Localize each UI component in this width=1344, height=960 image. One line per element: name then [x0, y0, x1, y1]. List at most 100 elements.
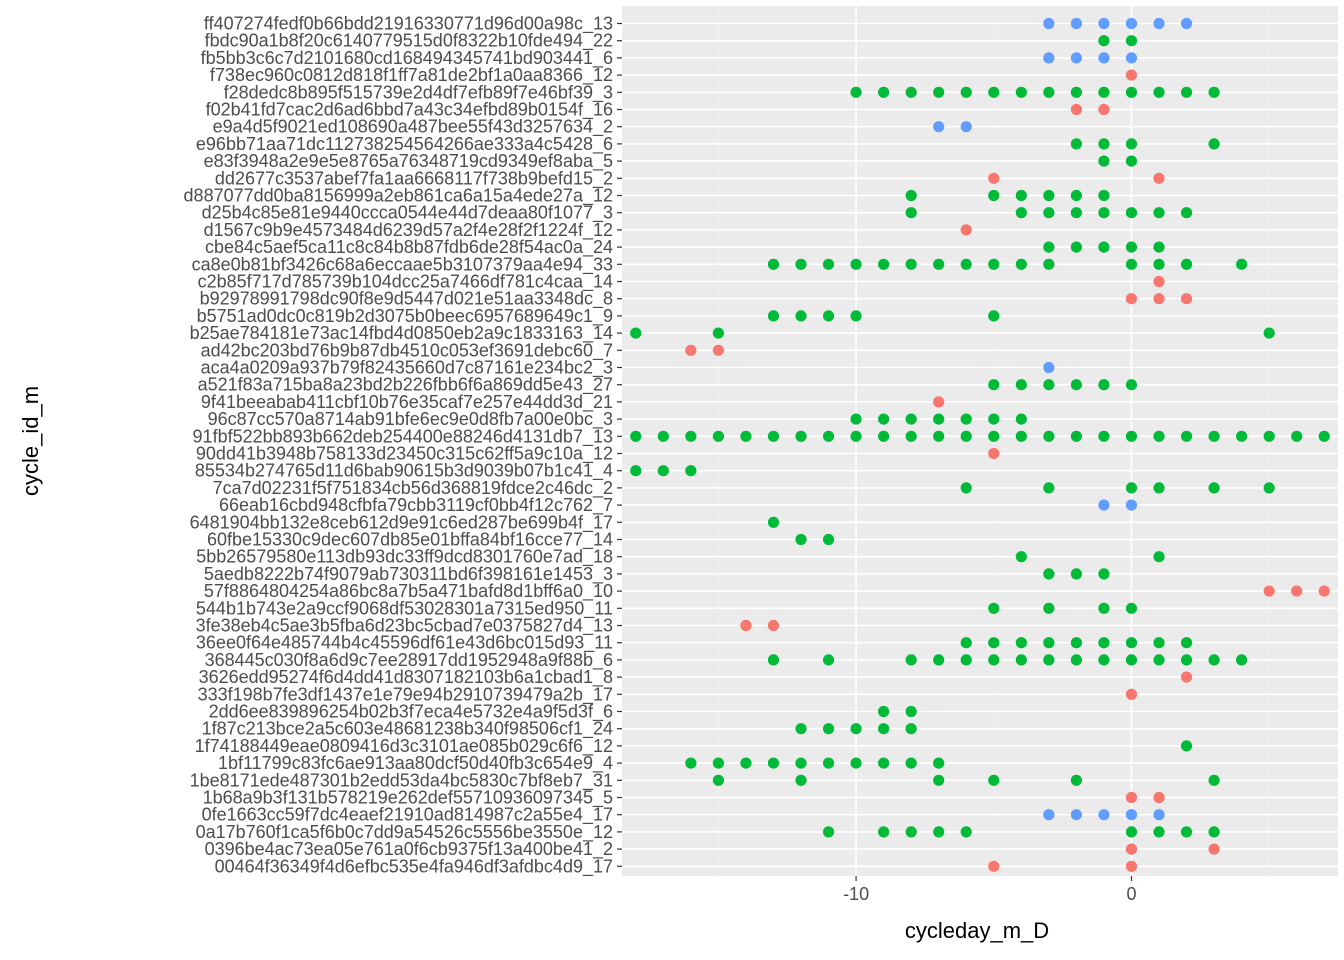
- data-point: [905, 757, 917, 769]
- data-point: [960, 430, 972, 442]
- data-point: [740, 430, 752, 442]
- data-point: [1098, 602, 1110, 614]
- y-tick-label: f02b41fd7cac2d6ad6bbd7a43c34efbd89b0154f…: [206, 100, 613, 121]
- y-tick-label: 96c87cc570a8714ab91bfe6ec9e0d8fb7a00e0bc…: [208, 409, 613, 430]
- data-point: [712, 774, 724, 786]
- data-point: [1125, 86, 1138, 98]
- data-point: [1208, 138, 1220, 150]
- y-tick-label: c2b85f717d785739b104dcc25a7466df781c4caa…: [198, 272, 613, 293]
- data-point: [1043, 379, 1055, 391]
- data-point: [657, 430, 669, 442]
- y-tick-label: ca8e0b81bf3426c68a6eccaae5b3107379aa4e94…: [192, 254, 613, 275]
- data-point: [795, 757, 807, 769]
- data-point: [1098, 430, 1110, 442]
- data-point: [1070, 17, 1082, 30]
- data-point: [988, 637, 1000, 649]
- data-point: [933, 430, 945, 442]
- data-point: [905, 413, 917, 425]
- data-point: [1180, 654, 1193, 666]
- y-tick-label: 9f41beeabab411cbf10b76e35caf7e257e44dd3d…: [201, 392, 613, 413]
- data-point: [905, 654, 917, 666]
- data-point: [1015, 258, 1027, 270]
- data-point: [1263, 430, 1275, 442]
- data-point: [1125, 791, 1138, 804]
- data-point: [933, 774, 945, 786]
- data-point: [1070, 103, 1082, 116]
- data-point: [1043, 602, 1055, 614]
- data-point: [960, 86, 972, 98]
- y-tick-label: b25ae784181e73ac14fbd4d0850eb2a9c1833163…: [190, 323, 613, 344]
- y-tick-label: 1bf11799c83fc6ae913aa80dcf50d40fb3c654e9…: [218, 753, 613, 774]
- data-point: [1153, 172, 1165, 184]
- data-point: [822, 533, 835, 546]
- y-tick-label: 3fe38eb4c5ae3b5fba6d23bc5cbad7e0375827d4…: [196, 616, 613, 637]
- y-tick-label: d25b4c85e81e9440ccca0544e44d7deaa80f1077…: [202, 203, 613, 224]
- data-point: [767, 258, 780, 270]
- data-point: [878, 757, 890, 769]
- data-point: [1153, 293, 1165, 305]
- data-point: [988, 447, 1000, 460]
- x-axis: -10 0: [843, 876, 1136, 904]
- data-point: [1015, 654, 1027, 666]
- data-point: [1236, 654, 1248, 666]
- data-point: [1153, 809, 1165, 821]
- y-tick-label: 1f74188449eae0809416d3c3101ae085b029c6f6…: [195, 736, 613, 757]
- data-point: [1125, 379, 1138, 391]
- y-tick-label: 544b1b743e2a9ccf9068df53028301a7315ed950…: [196, 598, 613, 619]
- data-point: [1070, 430, 1082, 442]
- data-point: [960, 258, 972, 270]
- data-point: [1236, 430, 1248, 442]
- data-point: [1291, 585, 1303, 597]
- data-point: [1153, 17, 1165, 30]
- data-point: [988, 860, 1000, 872]
- data-point: [878, 413, 890, 425]
- data-point: [1153, 86, 1165, 98]
- data-point: [1180, 207, 1193, 219]
- data-point: [1070, 568, 1082, 580]
- data-point: [1125, 637, 1138, 649]
- data-point: [1043, 809, 1055, 821]
- data-point: [740, 757, 752, 769]
- y-tick-label: 5aedb8222b74f9079ab730311bd6f398161e1453…: [204, 564, 613, 585]
- data-point: [1070, 138, 1082, 150]
- y-tick-label: 85534b274765d11d6bab90615b3d9039b07b1c41…: [195, 461, 613, 482]
- data-point: [988, 172, 1000, 184]
- data-point: [1015, 86, 1027, 98]
- data-point: [1125, 138, 1138, 150]
- data-point: [933, 396, 945, 408]
- data-point: [1208, 826, 1220, 838]
- data-point: [822, 757, 835, 769]
- data-point: [712, 757, 724, 769]
- y-tick-label: fb5bb3c6c7d2101680cd168494345741bd903441…: [201, 48, 613, 69]
- y-axis-title: cycle_id_m: [18, 386, 43, 496]
- y-tick-label: d1567c9b9e4573484d6239d57a2f4e28f2f1224f…: [204, 220, 613, 241]
- y-tick-label: 0396be4ac73ea05e761a0f6cb9375f13a400be41…: [205, 839, 613, 860]
- data-point: [712, 327, 724, 339]
- data-point: [1153, 654, 1165, 666]
- y-tick-label: 333f198b7fe3df1437e1e79e94b2910739479a2b…: [198, 684, 613, 705]
- data-point: [1180, 740, 1193, 752]
- data-point: [1236, 258, 1248, 270]
- data-point: [1043, 637, 1055, 649]
- data-point: [1153, 551, 1165, 563]
- data-point: [1015, 551, 1027, 563]
- x-axis-title: cycleday_m_D: [905, 918, 1049, 943]
- data-point: [850, 413, 862, 425]
- data-point: [988, 310, 1000, 322]
- y-tick-label: 90dd41b3948b758133d23450c315c62ff5a9c10a…: [196, 444, 613, 465]
- y-tick-label: a521f83a715ba8a23bd2b226fbb6f6a869dd5e43…: [198, 375, 613, 396]
- data-point: [1180, 258, 1193, 270]
- data-point: [1098, 103, 1110, 116]
- data-point: [630, 327, 642, 339]
- data-point: [1015, 207, 1027, 219]
- data-point: [767, 430, 780, 442]
- data-point: [1318, 430, 1330, 442]
- data-point: [960, 654, 972, 666]
- data-point: [1180, 86, 1193, 98]
- y-tick-label: 00464f36349f4d6efbc535e4fa946df3afdbc4d9…: [215, 856, 613, 877]
- data-point: [1015, 189, 1027, 202]
- data-point: [1180, 430, 1193, 442]
- data-point: [1318, 585, 1330, 597]
- data-point: [1098, 189, 1110, 202]
- data-point: [1153, 637, 1165, 649]
